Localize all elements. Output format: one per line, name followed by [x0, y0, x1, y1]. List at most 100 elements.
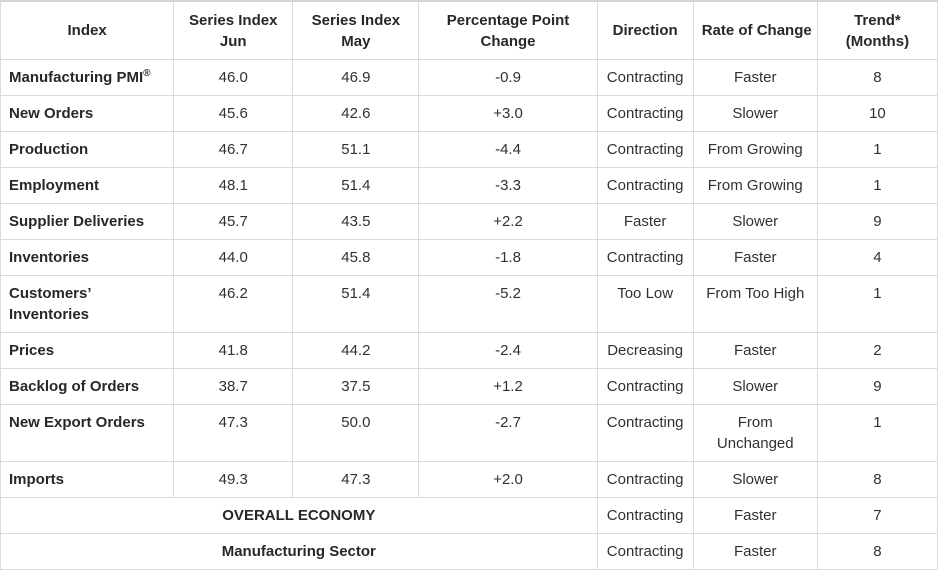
cell-trend-months: 7 [816, 497, 938, 534]
cell-rate-of-change: From Growing [692, 167, 818, 204]
cell-percentage-point-change: -2.7 [418, 404, 598, 462]
cell-rate-of-change: Slower [692, 461, 818, 498]
summary-label-overall-economy: OVERALL ECONOMY [0, 497, 598, 534]
cell-series-index-jun: 46.0 [173, 59, 294, 96]
col-header-percentage-point-change: Percentage Point Change [418, 0, 598, 60]
cell-series-index-jun: 41.8 [173, 332, 294, 369]
table-row-overall-economy: OVERALL ECONOMY Contracting Faster 7 [0, 497, 938, 534]
header-row: Index Series Index Jun Series Index May … [0, 0, 938, 60]
cell-trend-months: 8 [816, 461, 938, 498]
row-label: Customers’ Inventories [0, 275, 175, 333]
row-label: Inventories [0, 239, 175, 276]
cell-trend-months: 8 [816, 59, 938, 96]
row-label: New Orders [0, 95, 175, 132]
cell-trend-months: 1 [816, 167, 938, 204]
table-row-new-export-orders: New Export Orders 47.3 50.0 -2.7 Contrac… [0, 404, 938, 462]
table-row-manufacturing-sector: Manufacturing Sector Contracting Faster … [0, 533, 938, 570]
cell-trend-months: 1 [816, 404, 938, 462]
table-row-employment: Employment 48.1 51.4 -3.3 Contracting Fr… [0, 167, 938, 204]
row-label: Employment [0, 167, 175, 204]
cell-trend-months: 10 [816, 95, 938, 132]
row-label: Imports [0, 461, 175, 498]
cell-series-index-jun: 44.0 [173, 239, 294, 276]
cell-series-index-may: 37.5 [292, 368, 420, 405]
cell-percentage-point-change: -4.4 [418, 131, 598, 168]
cell-direction: Contracting [596, 95, 694, 132]
cell-direction: Decreasing [596, 332, 694, 369]
table-row-supplier-deliveries: Supplier Deliveries 45.7 43.5 +2.2 Faste… [0, 203, 938, 240]
row-label: Prices [0, 332, 175, 369]
table-row-backlog-of-orders: Backlog of Orders 38.7 37.5 +1.2 Contrac… [0, 368, 938, 405]
summary-label-manufacturing-sector: Manufacturing Sector [0, 533, 598, 570]
cell-trend-months: 4 [816, 239, 938, 276]
cell-direction: Contracting [596, 404, 694, 462]
cell-direction: Contracting [596, 461, 694, 498]
table-row-prices: Prices 41.8 44.2 -2.4 Decreasing Faster … [0, 332, 938, 369]
cell-series-index-jun: 38.7 [173, 368, 294, 405]
cell-rate-of-change: Faster [692, 533, 818, 570]
cell-rate-of-change: From Too High [692, 275, 818, 333]
cell-percentage-point-change: +3.0 [418, 95, 598, 132]
table-row-customers-inventories: Customers’ Inventories 46.2 51.4 -5.2 To… [0, 275, 938, 333]
cell-series-index-jun: 47.3 [173, 404, 294, 462]
cell-direction: Too Low [596, 275, 694, 333]
cell-rate-of-change: Faster [692, 497, 818, 534]
cell-rate-of-change: Faster [692, 239, 818, 276]
table-row-imports: Imports 49.3 47.3 +2.0 Contracting Slowe… [0, 461, 938, 498]
cell-series-index-may: 46.9 [292, 59, 420, 96]
row-label: Backlog of Orders [0, 368, 175, 405]
cell-series-index-jun: 48.1 [173, 167, 294, 204]
cell-trend-months: 9 [816, 368, 938, 405]
cell-series-index-jun: 46.7 [173, 131, 294, 168]
cell-series-index-jun: 46.2 [173, 275, 294, 333]
cell-trend-months: 8 [816, 533, 938, 570]
cell-rate-of-change: Slower [692, 203, 818, 240]
cell-percentage-point-change: +2.2 [418, 203, 598, 240]
cell-series-index-may: 51.4 [292, 275, 420, 333]
cell-percentage-point-change: -0.9 [418, 59, 598, 96]
col-header-index: Index [0, 0, 175, 60]
cell-direction: Contracting [596, 131, 694, 168]
cell-direction: Contracting [596, 167, 694, 204]
cell-rate-of-change: Slower [692, 95, 818, 132]
cell-rate-of-change: From Growing [692, 131, 818, 168]
table-row-new-orders: New Orders 45.6 42.6 +3.0 Contracting Sl… [0, 95, 938, 132]
table-row-manufacturing-pmi: Manufacturing PMI® 46.0 46.9 -0.9 Contra… [0, 59, 938, 96]
cell-direction: Contracting [596, 239, 694, 276]
cell-trend-months: 2 [816, 332, 938, 369]
cell-series-index-jun: 49.3 [173, 461, 294, 498]
cell-series-index-may: 50.0 [292, 404, 420, 462]
cell-series-index-may: 43.5 [292, 203, 420, 240]
cell-rate-of-change: From Unchanged [692, 404, 818, 462]
col-header-trend-months: Trend* (Months) [816, 0, 938, 60]
cell-direction: Contracting [596, 59, 694, 96]
cell-rate-of-change: Slower [692, 368, 818, 405]
row-label-text: Manufacturing PMI [9, 69, 144, 86]
cell-series-index-may: 51.4 [292, 167, 420, 204]
cell-series-index-may: 47.3 [292, 461, 420, 498]
cell-series-index-may: 42.6 [292, 95, 420, 132]
cell-direction: Faster [596, 203, 694, 240]
cell-series-index-jun: 45.7 [173, 203, 294, 240]
cell-trend-months: 1 [816, 275, 938, 333]
cell-series-index-jun: 45.6 [173, 95, 294, 132]
cell-rate-of-change: Faster [692, 59, 818, 96]
cell-series-index-may: 45.8 [292, 239, 420, 276]
col-header-series-index-may: Series Index May [292, 0, 420, 60]
row-label: Manufacturing PMI® [0, 59, 175, 96]
row-label: New Export Orders [0, 404, 175, 462]
table-body: Manufacturing PMI® 46.0 46.9 -0.9 Contra… [0, 59, 938, 570]
cell-percentage-point-change: +1.2 [418, 368, 598, 405]
table-header: Index Series Index Jun Series Index May … [0, 0, 938, 60]
col-header-series-index-jun: Series Index Jun [173, 0, 294, 60]
cell-series-index-may: 51.1 [292, 131, 420, 168]
row-label: Production [0, 131, 175, 168]
col-header-rate-of-change: Rate of Change [692, 0, 818, 60]
cell-rate-of-change: Faster [692, 332, 818, 369]
cell-percentage-point-change: -2.4 [418, 332, 598, 369]
cell-direction: Contracting [596, 368, 694, 405]
table-row-inventories: Inventories 44.0 45.8 -1.8 Contracting F… [0, 239, 938, 276]
cell-trend-months: 9 [816, 203, 938, 240]
cell-direction: Contracting [596, 497, 694, 534]
